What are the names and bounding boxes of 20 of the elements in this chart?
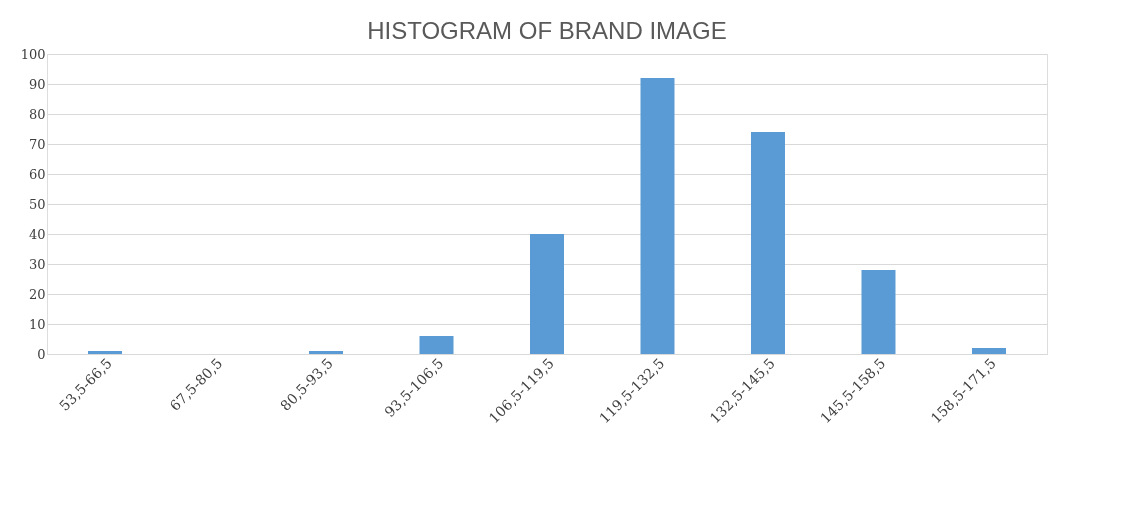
chart-title: HISTOGRAM OF BRAND IMAGE bbox=[367, 17, 727, 44]
y-tick-label: 90 bbox=[28, 76, 46, 92]
bar bbox=[309, 351, 344, 354]
y-tick-label: 50 bbox=[28, 196, 46, 212]
y-tick-label: 100 bbox=[20, 46, 46, 62]
y-tick-label: 60 bbox=[28, 166, 46, 182]
y-tick-label: 20 bbox=[28, 286, 46, 302]
bar bbox=[530, 234, 564, 354]
bar bbox=[88, 351, 123, 354]
y-tick-label: 0 bbox=[37, 346, 46, 362]
bar bbox=[861, 270, 896, 354]
y-tick-label: 70 bbox=[28, 136, 46, 152]
y-tick-label: 40 bbox=[28, 226, 46, 242]
bar bbox=[971, 348, 1006, 354]
y-tick-label: 80 bbox=[28, 106, 46, 122]
bar bbox=[750, 132, 785, 354]
bar bbox=[419, 336, 454, 354]
y-tick-label: 10 bbox=[28, 316, 46, 332]
bar bbox=[640, 78, 675, 354]
y-tick-label: 30 bbox=[28, 256, 46, 272]
